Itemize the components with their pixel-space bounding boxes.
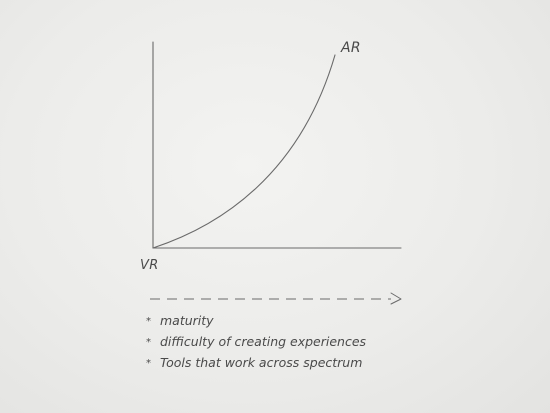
note-text: Tools that work across spectrum	[160, 355, 363, 370]
asterisk-icon: *	[146, 316, 151, 327]
notes-list: * maturity * difficulty of creating experi…	[146, 310, 366, 373]
asterisk-icon: *	[146, 337, 151, 348]
arrow-head	[390, 292, 402, 305]
growth-curve	[152, 54, 336, 249]
note-text: difficulty of creating experiences	[160, 334, 367, 349]
ar-label: AR	[341, 40, 361, 56]
note-text: maturity	[160, 313, 214, 328]
asterisk-icon: *	[146, 358, 151, 369]
vr-label: VR	[140, 258, 159, 273]
list-item: * maturity	[146, 310, 366, 331]
list-item: * Tools that work across spectrum	[146, 352, 366, 373]
list-item: * difficulty of creating experiences	[146, 331, 366, 352]
